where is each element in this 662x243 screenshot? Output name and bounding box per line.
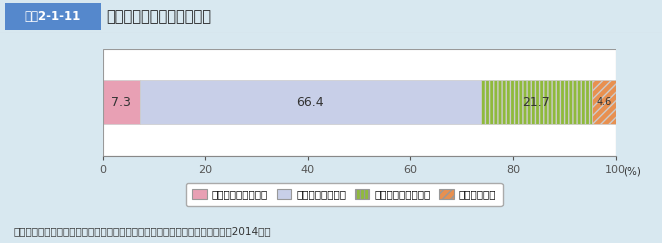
FancyBboxPatch shape: [5, 3, 101, 30]
Text: (%): (%): [624, 166, 641, 176]
Bar: [481, 80, 592, 124]
Text: 資料：厚生労働省政策統括官付政策評価官室委託「健康意識に関する調査」（2014年）: 資料：厚生労働省政策統括官付政策評価官室委託「健康意識に関する調査」（2014年…: [13, 226, 271, 236]
Text: 7.3: 7.3: [111, 95, 131, 109]
Text: 図表2-1-11: 図表2-1-11: [25, 10, 81, 23]
Text: 21.7: 21.7: [522, 95, 550, 109]
Bar: [140, 80, 481, 124]
Text: 66.4: 66.4: [297, 95, 324, 109]
Bar: [103, 80, 140, 124]
Legend: 非常に健康だと思う, 健康な方だと思う, あまり健康ではない, 健康ではない: 非常に健康だと思う, 健康な方だと思う, あまり健康ではない, 健康ではない: [186, 183, 502, 206]
Bar: [592, 80, 616, 124]
Text: 普段健康だと感じているか: 普段健康だと感じているか: [106, 9, 211, 24]
Text: 4.6: 4.6: [596, 97, 612, 107]
